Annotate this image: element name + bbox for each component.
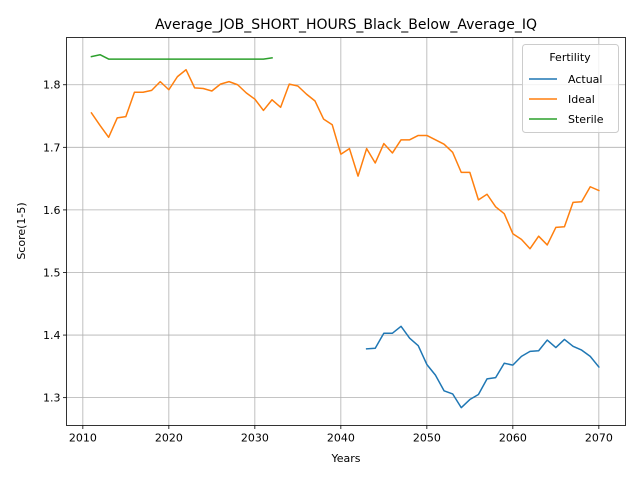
y-tick-label: 1.6	[43, 204, 61, 217]
x-tick-label: 2070	[585, 432, 613, 445]
y-tick-label: 1.5	[43, 266, 61, 279]
legend-label-sterile: Sterile	[568, 113, 604, 126]
y-axis-label: Score(1-5)	[15, 202, 28, 259]
x-tick-label: 2030	[241, 432, 269, 445]
x-tick-label: 2020	[155, 432, 183, 445]
y-tick-label: 1.3	[43, 392, 61, 405]
legend-label-ideal: Ideal	[568, 93, 595, 106]
y-tick-label: 1.7	[43, 141, 61, 154]
x-tick-label: 2040	[327, 432, 355, 445]
y-tick-label: 1.4	[43, 329, 61, 342]
x-axis-ticks: 2010 2020 2030 2040 2050 2060 2070	[69, 425, 613, 445]
legend: Fertility Actual Ideal Sterile	[522, 44, 619, 133]
legend-box	[522, 44, 619, 133]
legend-title: Fertility	[549, 51, 591, 64]
chart-title: Average_JOB_SHORT_HOURS_Black_Below_Aver…	[155, 17, 537, 33]
x-axis-label: Years	[330, 452, 360, 465]
x-tick-label: 2060	[499, 432, 527, 445]
x-tick-label: 2010	[69, 432, 97, 445]
axes-frame	[66, 37, 626, 426]
series-line-sterile	[90, 53, 273, 60]
series-line-ideal	[90, 68, 600, 250]
x-tick-label: 2050	[413, 432, 441, 445]
grid	[66, 37, 626, 426]
series-lines	[90, 53, 600, 409]
legend-items: Actual Ideal Sterile	[529, 73, 604, 126]
y-tick-label: 1.8	[43, 79, 61, 92]
y-axis-ticks: 1.3 1.4 1.5 1.6 1.7 1.8	[43, 79, 67, 405]
legend-label-actual: Actual	[568, 73, 602, 86]
series-line-actual	[365, 325, 600, 409]
